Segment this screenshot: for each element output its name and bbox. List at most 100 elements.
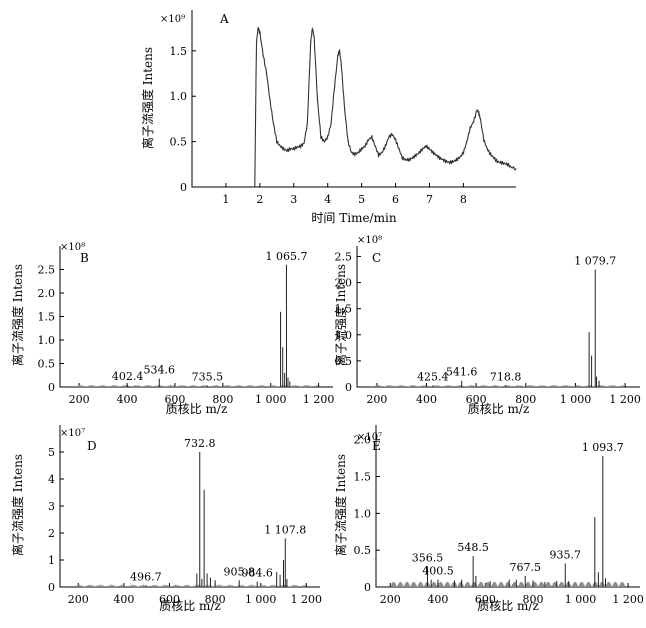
y-multiplier: ×10⁸ — [60, 242, 85, 253]
y-tick-label: 2.5 — [335, 250, 353, 263]
x-tick-label: 1 200 — [291, 593, 323, 606]
trace-point — [442, 159, 444, 161]
trace-point — [257, 27, 259, 29]
baseline-noise — [74, 584, 306, 587]
trace-point — [311, 27, 314, 29]
trace-point — [405, 159, 407, 161]
y-tick-label: 0 — [345, 381, 352, 394]
trace-point — [350, 151, 353, 154]
y-tick-label: 1.5 — [38, 311, 56, 324]
trace-point — [391, 133, 393, 135]
chromatogram-trace — [254, 26, 517, 188]
x-tick-label: 600 — [466, 393, 487, 406]
y-tick-label: 1.0 — [354, 507, 372, 520]
x-tick-label: 1 000 — [565, 593, 597, 606]
trace-point — [323, 141, 325, 143]
trace-point — [340, 63, 342, 66]
trace-point — [357, 151, 359, 154]
x-tick-label: 3 — [290, 193, 297, 206]
x-tick-label: 800 — [205, 593, 226, 606]
trace-point — [347, 141, 349, 143]
peak-label: 402.4 — [112, 370, 144, 383]
peak-label: 935.7 — [549, 548, 581, 561]
trace-point — [394, 139, 397, 141]
axis-lines — [59, 246, 333, 388]
y-tick-label: 0 — [180, 181, 187, 194]
x-tick-label: 1 — [222, 193, 229, 206]
y-tick-label: 2.0 — [335, 277, 353, 290]
x-tick-label: 5 — [358, 193, 365, 206]
trace-point — [415, 154, 417, 156]
baseline-noise — [390, 581, 626, 587]
y-tick-label: 1.5 — [170, 45, 188, 58]
x-tick-label: 600 — [164, 393, 185, 406]
trace-point — [456, 159, 458, 161]
x-tick-label: 600 — [475, 593, 496, 606]
trace-point — [422, 148, 424, 150]
x-tick-label: 200 — [68, 593, 89, 606]
x-tick-label: 1 200 — [303, 393, 335, 406]
x-tick-label: 200 — [380, 593, 401, 606]
x-tick-label: 7 — [426, 193, 433, 206]
y-axis-title: 离子流强度 Intens — [140, 47, 155, 149]
trace-point — [316, 100, 319, 102]
x-axis-title: 质核比 m/z — [166, 402, 228, 416]
panel-c: 0 0.5 1.0 1.5 2.0 2.5 200 400 600 800 1 000 1 200 ×1… — [333, 235, 641, 416]
y-tick-label: 0 — [48, 581, 55, 594]
panel-label: C — [372, 251, 381, 265]
y-tick-label: 0.5 — [38, 358, 56, 371]
y-tick-label: 0.5 — [335, 355, 353, 368]
y-tick-label: 3 — [48, 500, 55, 513]
y-tick-label: 1.0 — [170, 90, 188, 103]
trace-point — [338, 50, 341, 52]
trace-point — [479, 118, 481, 120]
trace-point — [330, 122, 332, 125]
trace-point — [266, 72, 268, 75]
trace-point — [418, 151, 420, 154]
trace-point — [296, 146, 298, 148]
x-tick-label: 400 — [427, 593, 448, 606]
trace-point — [428, 148, 431, 150]
trace-point — [462, 151, 465, 154]
trace-point — [262, 54, 264, 56]
y-tick-label: 0 — [48, 381, 55, 394]
y-axis-title: 离子流强度 Intens — [10, 454, 25, 556]
trace-point — [439, 157, 441, 159]
trace-point — [269, 100, 271, 102]
y-tick-label: 0 — [364, 581, 371, 594]
y-tick-label: 1.0 — [335, 329, 353, 342]
peak-label: 548.5 — [457, 541, 489, 554]
trace-point — [289, 148, 291, 150]
trace-point — [476, 109, 478, 111]
trace-point — [381, 151, 383, 154]
x-tick-label: 800 — [522, 593, 543, 606]
trace-point — [374, 145, 376, 147]
x-axis-title: 质核比 m/z — [468, 402, 530, 416]
y-tick-label: 5 — [48, 446, 55, 459]
trace-point — [371, 136, 373, 138]
trace-point — [483, 139, 485, 141]
y-tick-label: 1.5 — [335, 303, 353, 316]
trace-point — [283, 148, 285, 150]
trace-point — [337, 54, 339, 56]
y-tick-label: 2.0 — [38, 287, 56, 300]
panel-e: 0 0.5 1.0 1.5 2.0 200 400 600 800 1 000 1 200 ×10⁷E… — [333, 425, 644, 613]
trace-point — [445, 160, 448, 163]
panel-b: 0 0.5 1.0 1.5 2.0 2.5 200 400 600 800 1 000 1 200 ×1… — [10, 242, 334, 416]
x-tick-label: 8 — [460, 193, 467, 206]
peak-label: 718.8 — [490, 370, 522, 383]
x-tick-label: 1 200 — [612, 593, 644, 606]
x-tick-label: 200 — [366, 393, 387, 406]
x-tick-label: 1 000 — [245, 593, 277, 606]
trace-point — [306, 122, 308, 125]
trace-point — [344, 109, 346, 111]
x-tick-label: 200 — [69, 393, 90, 406]
panel-a: 0 0.5 1.0 1.5 1 2 3 4 5 6 7 8 ×10⁹ A 离子流强度 Intens 时间 Ti… — [140, 10, 517, 225]
trace-point — [478, 111, 480, 114]
axis-lines — [191, 10, 516, 188]
trace-point — [388, 136, 390, 138]
trace-point — [411, 157, 414, 159]
x-axis-title: 时间 Time/min — [311, 211, 396, 225]
panel-label: E — [372, 439, 381, 453]
